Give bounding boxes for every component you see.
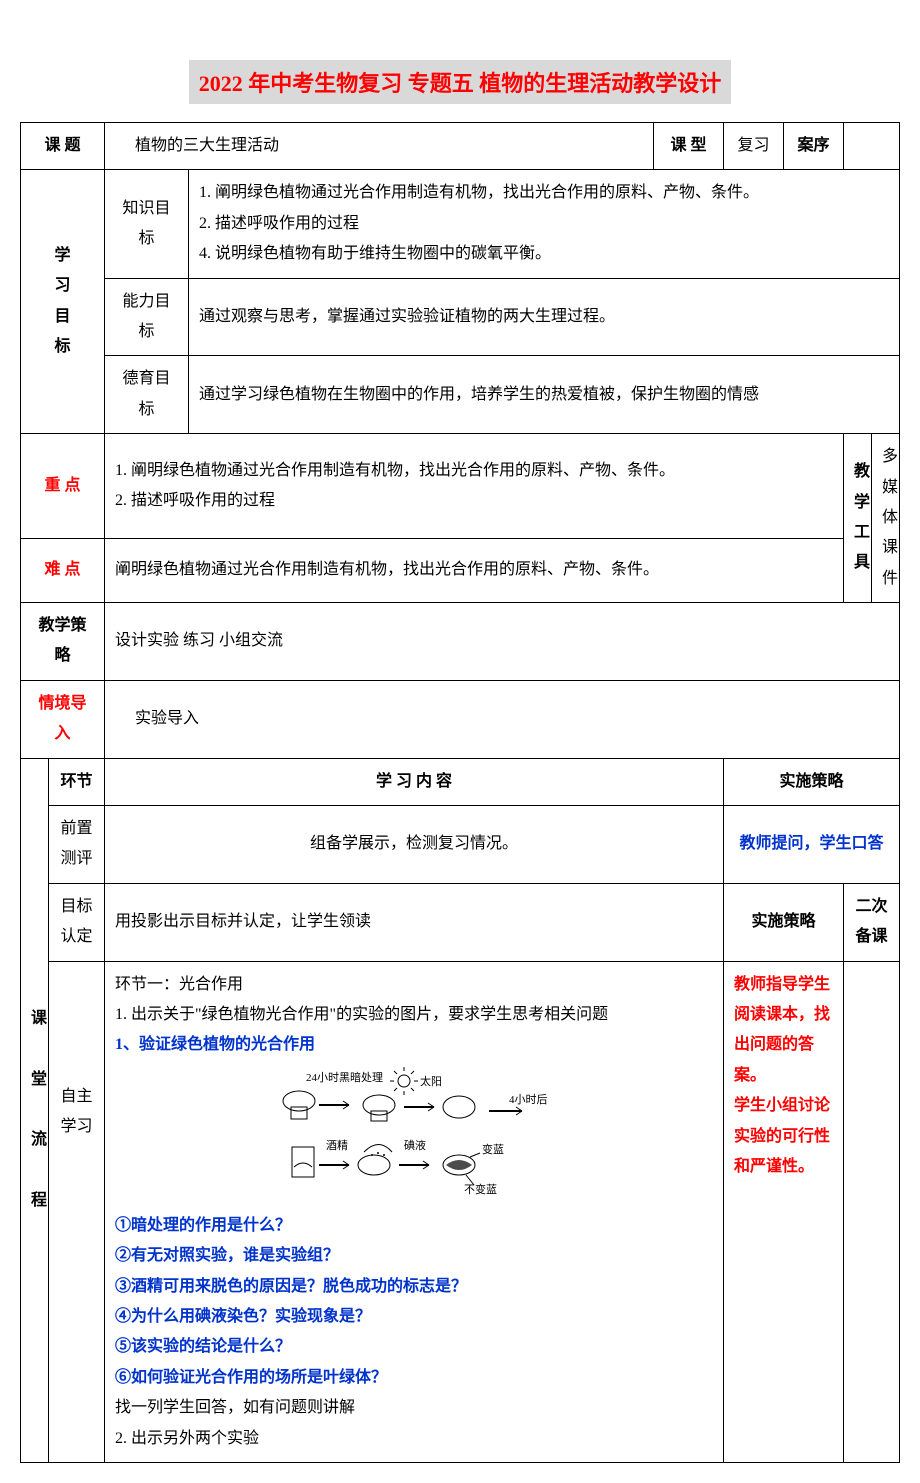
q4: ④为什么用碘液染色？实验现象是？ — [115, 1302, 713, 1332]
moral-text: 通过学习绿色植物在生物圈中的作用，培养学生的热爱植被，保护生物圈的情感 — [189, 356, 900, 434]
moral-label: 德育目标 — [105, 356, 189, 434]
sun-label: 太阳 — [420, 1075, 442, 1088]
knowledge-text: 1. 阐明绿色植物通过光合作用制造有机物，找出光合作用的原料、产物、条件。 2.… — [189, 170, 900, 278]
pretest-text: 组备学展示，检测复习情况。 — [105, 806, 724, 884]
selfstudy-bold: 1、验证绿色植物的光合作用 — [115, 1030, 713, 1060]
selfstudy-second — [844, 961, 900, 1462]
q6: ⑥如何验证光合作用的场所是叶绿体？ — [115, 1363, 713, 1393]
q2: ②有无对照实验，谁是实验组？ — [115, 1241, 713, 1271]
ability-label: 能力目标 — [105, 278, 189, 356]
hours-label: 4小时后 — [509, 1093, 548, 1106]
anxu-label: 案序 — [784, 123, 844, 170]
kexing-value: 复习 — [724, 123, 784, 170]
intro-text: 实验导入 — [105, 680, 900, 758]
goals-section-label: 学习目标 — [21, 170, 105, 434]
selfstudy-label: 自主学习 — [49, 961, 105, 1462]
strategy-text: 设计实验 练习 小组交流 — [105, 603, 900, 681]
anxu-value — [844, 123, 900, 170]
selfstudy-strategy: 教师指导学生阅读课本，找出问题的答案。 学生小组讨论实验的可行性和严谨性。 — [724, 961, 844, 1462]
q1: ①暗处理的作用是什么？ — [115, 1211, 713, 1241]
selfstudy-content: 环节一：光合作用 1. 出示关于"绿色植物光合作用"的实验的图片，要求学生思考相… — [105, 961, 724, 1462]
notblue-label: 不变蓝 — [464, 1182, 497, 1196]
keti-label: 课 题 — [21, 123, 105, 170]
alcohol-label: 酒精 — [326, 1139, 348, 1152]
strategy-label: 教学策略 — [21, 603, 105, 681]
followup2: 2. 出示另外两个实验 — [115, 1424, 713, 1454]
blue-label: 变蓝 — [482, 1142, 504, 1156]
q5: ⑤该实验的结论是什么？ — [115, 1332, 713, 1362]
target-strategy: 实施策略 — [724, 883, 844, 961]
intro-label: 情境导入 — [21, 680, 105, 758]
zhongdian-text: 1. 阐明绿色植物通过光合作用制造有机物，找出光合作用的原料、产物、条件。 2.… — [105, 434, 844, 539]
target-label: 目标认定 — [49, 883, 105, 961]
nandian-label: 难 点 — [21, 539, 105, 603]
tools-label: 教学工具 — [844, 434, 872, 603]
ability-text: 通过观察与思考，掌握通过实验验证植物的两大生理过程。 — [189, 278, 900, 356]
nandian-text: 阐明绿色植物通过光合作用制造有机物，找出光合作用的原料、产物、条件。 — [105, 539, 844, 603]
iodine-label: 碘液 — [404, 1138, 426, 1152]
kexing-label: 课 型 — [654, 123, 724, 170]
page-title: 2022 年中考生物复习 专题五 植物的生理活动教学设计 — [189, 60, 732, 104]
col-huanjie: 环节 — [49, 758, 105, 805]
knowledge-label: 知识目标 — [105, 170, 189, 278]
experiment-diagram: 24小时黑暗处理 太阳 4小时后 — [264, 1067, 564, 1207]
pretest-strategy: 教师提问，学生口答 — [724, 806, 900, 884]
tools-text: 多媒体课件 — [872, 434, 900, 603]
target-second: 二次备课 — [844, 883, 900, 961]
pretest-label: 前置测评 — [49, 806, 105, 884]
selfstudy-intro2: 1. 出示关于"绿色植物光合作用"的实验的图片，要求学生思考相关问题 — [115, 1000, 713, 1030]
dark-label: 24小时黑暗处理 — [306, 1070, 383, 1084]
zhongdian-label: 重 点 — [21, 434, 105, 539]
col-strategy: 实施策略 — [724, 758, 900, 805]
target-text: 用投影出示目标并认定，让学生领读 — [105, 883, 724, 961]
keti-value: 植物的三大生理活动 — [105, 123, 654, 170]
selfstudy-intro1: 环节一：光合作用 — [115, 970, 713, 1000]
flow-label: 课堂流程 — [21, 758, 49, 1462]
col-content: 学 习 内 容 — [105, 758, 724, 805]
lesson-plan-table: 课 题 植物的三大生理活动 课 型 复习 案序 学习目标 知识目标 1. 阐明绿… — [20, 122, 900, 1463]
followup1: 找一列学生回答，如有问题则讲解 — [115, 1393, 713, 1423]
q3: ③酒精可用来脱色的原因是？脱色成功的标志是？ — [115, 1272, 713, 1302]
